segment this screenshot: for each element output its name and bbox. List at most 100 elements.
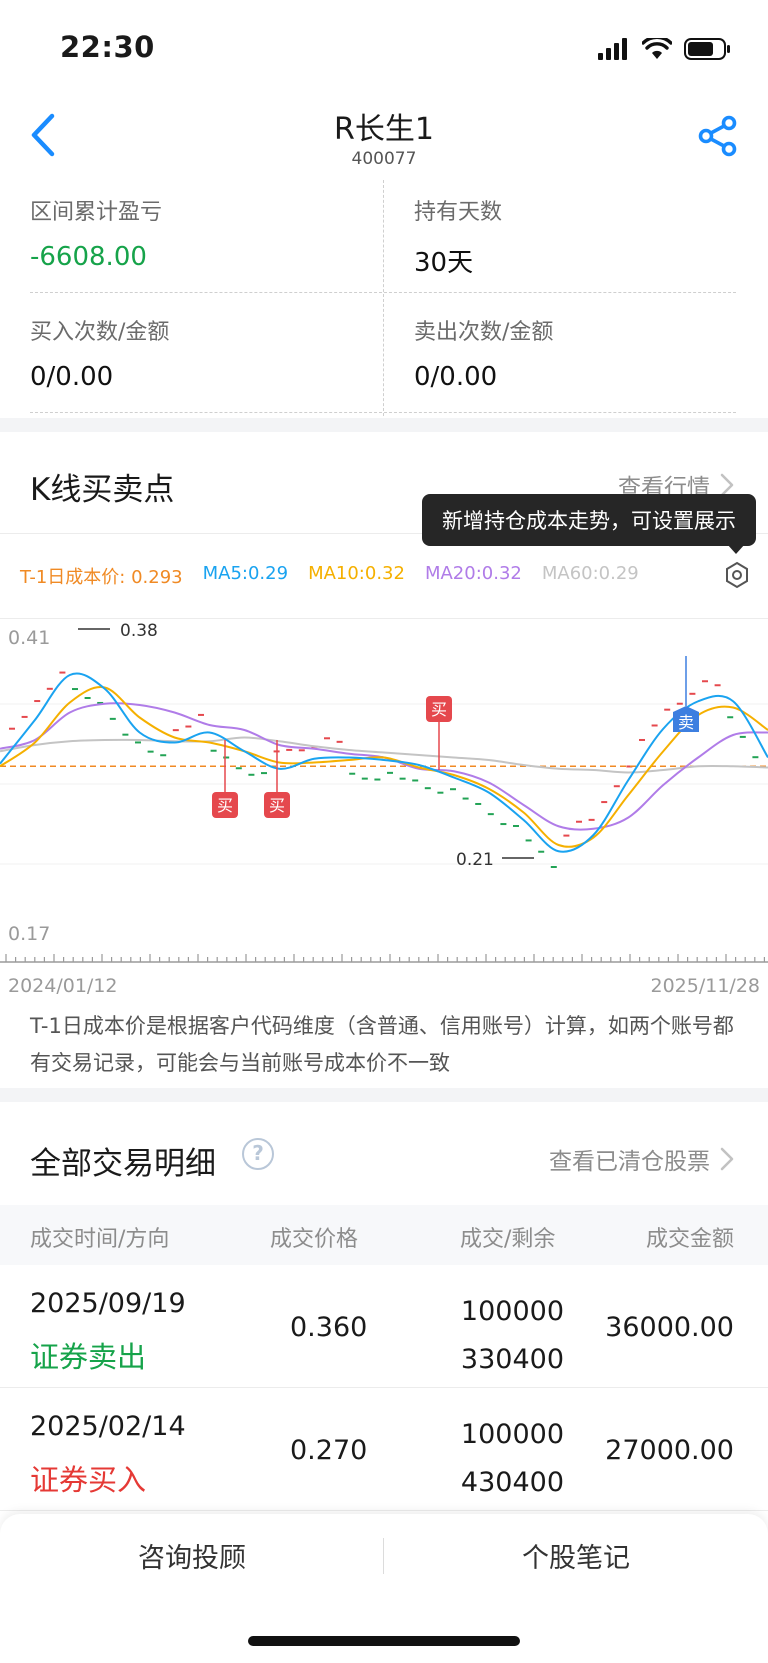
divider: [383, 1538, 384, 1574]
trade-direction: 证券卖出: [30, 1340, 147, 1374]
trades-header: 全部交易明细 ? 查看已清仓股票: [0, 1120, 768, 1200]
kline-header: K线买卖点 查看行情: [0, 432, 768, 532]
column-header-amount: 成交金额: [645, 1227, 734, 1252]
stock-notes-button[interactable]: 个股笔记: [522, 1543, 630, 1574]
chart-gridlines: [0, 703, 768, 865]
ma10-line: [0, 686, 768, 848]
column-header-price: 成交价格: [270, 1227, 359, 1252]
buy-count-cell: 买入次数/金额 0/0.00: [30, 314, 380, 392]
chart-legend: T-1日成本价: 0.293 MA5:0.29 MA10:0.32 MA20:0…: [20, 563, 639, 591]
page-title: R长生1: [334, 112, 434, 147]
nav-header: R长生1 400077: [0, 96, 768, 180]
trade-volume: 100000: [460, 1296, 564, 1327]
sell-count-value: 0/0.00: [414, 362, 498, 392]
table-header: 成交时间/方向 成交价格 成交/剩余 成交金额: [0, 1205, 768, 1265]
trade-date: 2025/09/19: [30, 1288, 186, 1319]
chevron-right-icon: [720, 473, 734, 497]
ma5-line: [0, 672, 768, 853]
trade-amount: 36000.00: [605, 1312, 734, 1343]
status-time: 22:30: [60, 30, 155, 64]
cost-price-note: T-1日成本价是根据客户代码维度（含普通、信用账号）计算，如两个账号都有交易记录…: [30, 1014, 734, 1075]
trade-amount: 27000.00: [605, 1435, 734, 1466]
share-icon[interactable]: [696, 114, 740, 158]
days-label: 持有天数: [414, 200, 503, 225]
trade-price: 0.360: [290, 1312, 368, 1343]
kline-title: K线买卖点: [30, 472, 175, 508]
annotations: 0.38 0.21: [78, 621, 534, 870]
legend-ma10: MA10:0.32: [308, 563, 405, 584]
trade-remaining: 430400: [460, 1467, 564, 1498]
buy-count-value: 0/0.00: [30, 362, 114, 392]
legend-ma20: MA20:0.32: [424, 563, 522, 584]
profit-label: 区间累计盈亏: [30, 200, 163, 225]
trade-price: 0.270: [290, 1435, 368, 1466]
help-icon[interactable]: ?: [242, 1138, 274, 1170]
trade-direction: 证券买入: [30, 1463, 147, 1497]
buy-marker-badge: [426, 696, 452, 722]
days-value: 30天: [414, 248, 474, 278]
consult-advisor-button[interactable]: 咨询投顾: [138, 1543, 246, 1574]
ma60-line: [0, 736, 768, 774]
buy-marker-text: 买: [217, 796, 233, 815]
legend-cost: T-1日成本价: 0.293: [20, 567, 183, 588]
buy-marker-text: 买: [431, 700, 447, 719]
wifi-icon: [642, 38, 672, 59]
battery-icon: [684, 38, 730, 60]
settings-hexagon-icon[interactable]: [722, 560, 752, 590]
legend-ma60: MA60:0.29: [541, 563, 639, 584]
buy-marker[interactable]: 买: [264, 740, 290, 818]
trade-quantity: 100000 330400: [461, 1288, 564, 1384]
buy-marker-badge: [264, 792, 290, 818]
y-max-label: 0.41: [8, 627, 50, 649]
home-indicator: [248, 1636, 520, 1646]
low-label: 0.21: [456, 850, 494, 870]
divider: [0, 618, 768, 619]
high-label: 0.38: [120, 621, 158, 641]
buy-marker[interactable]: 买: [212, 740, 238, 818]
sell-count-label: 卖出次数/金额: [414, 320, 554, 345]
status-icons: [598, 34, 732, 64]
buy-marker-text: 买: [269, 796, 285, 815]
sell-marker-text: 卖: [678, 713, 694, 732]
divider: [383, 180, 384, 416]
table-row[interactable]: 2025/09/19 证券卖出 0.360 100000 330400 3600…: [0, 1266, 768, 1388]
back-arrow-icon[interactable]: [22, 110, 66, 160]
cellular-signal-icon: [598, 38, 627, 60]
section-gap: [0, 1088, 768, 1102]
x-start-label: 2024/01/12: [8, 975, 118, 997]
trade-remaining: 330400: [460, 1344, 564, 1375]
trades-title: 全部交易明细: [30, 1146, 216, 1182]
y-min-label: 0.17: [8, 923, 50, 945]
chevron-right-icon: [720, 1147, 734, 1171]
sell-marker-badge: [673, 706, 699, 732]
divider: [0, 533, 768, 534]
ma-lines: [0, 672, 768, 853]
trade-date: 2025/02/14: [30, 1411, 186, 1442]
pattern-marks: [9, 671, 759, 869]
column-header-time: 成交时间/方向: [30, 1227, 170, 1252]
profit-cell: 区间累计盈亏 -6608.00: [30, 194, 380, 272]
status-bar: 22:30: [0, 0, 768, 96]
profit-value: -6608.00: [30, 242, 147, 272]
buy-count-label: 买入次数/金额: [30, 320, 170, 345]
tooltip-arrow: [727, 544, 745, 554]
legend-ma5: MA5:0.29: [202, 563, 289, 584]
x-end-label: 2025/11/28: [650, 975, 760, 997]
x-axis: [0, 954, 768, 963]
sell-count-cell: 卖出次数/金额 0/0.00: [414, 314, 764, 392]
sell-marker[interactable]: 卖: [673, 656, 699, 732]
days-cell: 持有天数 30天: [414, 194, 764, 279]
section-gap: [0, 418, 768, 432]
feature-tooltip: 新增持仓成本走势，可设置展示: [422, 494, 756, 546]
column-header-quantity: 成交/剩余: [460, 1227, 556, 1252]
trade-quantity: 100000 430400: [461, 1411, 564, 1507]
trade-volume: 100000: [460, 1419, 564, 1450]
buy-marker-badge: [212, 792, 238, 818]
buy-marker[interactable]: 买: [426, 696, 452, 770]
summary-panel: 区间累计盈亏 -6608.00 持有天数 30天 买入次数/金额 0/0.00 …: [0, 180, 768, 418]
cleared-stocks-link[interactable]: 查看已清仓股票: [549, 1142, 734, 1176]
table-row[interactable]: 2025/02/14 证券买入 0.270 100000 430400 2700…: [0, 1389, 768, 1511]
cleared-stocks-label: 查看已清仓股票: [549, 1149, 710, 1175]
kline-chart[interactable]: 0.41 0.17 0.38 0.21 买 买 买 卖 2024/01/12 2…: [0, 620, 768, 1000]
stock-code: 400077: [351, 149, 417, 169]
